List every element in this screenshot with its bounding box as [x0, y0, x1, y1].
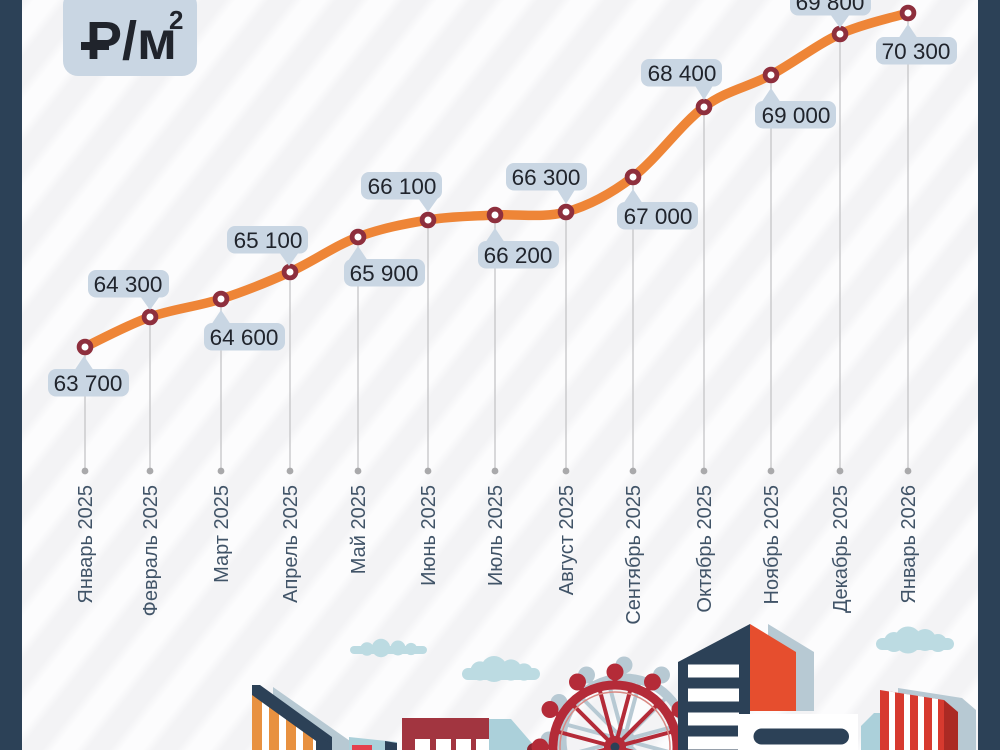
svg-text:66 300: 66 300	[512, 165, 581, 190]
svg-text:Август 2025: Август 2025	[556, 485, 578, 595]
svg-text:Февраль 2025: Февраль 2025	[140, 485, 162, 616]
svg-text:63 700: 63 700	[54, 371, 123, 396]
svg-text:2: 2	[169, 5, 183, 35]
svg-text:64 600: 64 600	[210, 325, 279, 350]
svg-text:Март 2025: Март 2025	[211, 485, 233, 583]
svg-text:66 100: 66 100	[368, 174, 437, 199]
svg-text:Декабрь 2025: Декабрь 2025	[830, 485, 852, 613]
svg-text:Июль 2025: Июль 2025	[485, 485, 507, 586]
svg-text:65 100: 65 100	[234, 228, 303, 253]
svg-text:66 200: 66 200	[484, 243, 553, 268]
svg-text:69 000: 69 000	[762, 103, 831, 128]
svg-text:Май 2025: Май 2025	[348, 485, 370, 574]
svg-text:Октябрь 2025: Октябрь 2025	[694, 485, 716, 613]
svg-text:65 900: 65 900	[350, 261, 419, 286]
svg-text:Апрель 2025: Апрель 2025	[280, 485, 302, 603]
svg-text:Сентябрь 2025: Сентябрь 2025	[623, 485, 645, 625]
svg-text:Январь 2026: Январь 2026	[898, 485, 920, 604]
svg-text:Январь 2025: Январь 2025	[75, 485, 97, 604]
svg-text:Ноябрь 2025: Ноябрь 2025	[761, 485, 783, 604]
svg-text:70 300: 70 300	[882, 39, 951, 64]
svg-text:64 300: 64 300	[94, 272, 163, 297]
svg-text:68 400: 68 400	[648, 61, 717, 86]
svg-text:67 000: 67 000	[624, 204, 693, 229]
svg-text:69 800: 69 800	[796, 0, 865, 15]
svg-text:Р/м: Р/м	[86, 11, 177, 71]
svg-text:Июнь 2025: Июнь 2025	[418, 485, 440, 586]
